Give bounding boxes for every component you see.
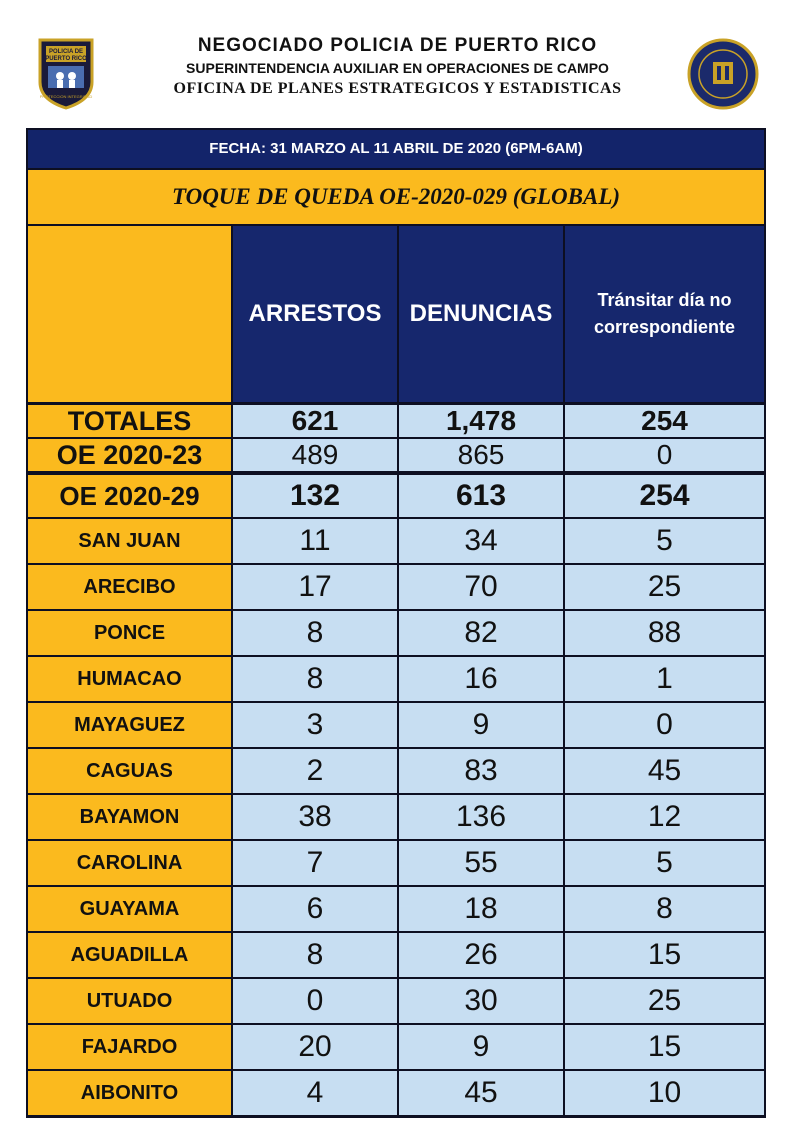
summary-row-value: 254 (565, 475, 764, 517)
summary-row-value: 132 (233, 475, 397, 517)
region-row-label: CAGUAS (28, 749, 231, 793)
region-row-label: BAYAMON (28, 795, 231, 839)
region-row-label: CAROLINA (28, 841, 231, 885)
column-header-arrestos: ARRESTOS (233, 226, 397, 402)
region-row-value: 25 (565, 979, 764, 1023)
summary-row-value: 613 (399, 475, 563, 517)
region-row-value: 38 (233, 795, 397, 839)
region-row-value: 34 (399, 519, 563, 563)
region-row-value: 88 (565, 611, 764, 655)
region-row-value: 12 (565, 795, 764, 839)
region-row-value: 9 (399, 1025, 563, 1069)
region-row-value: 9 (399, 703, 563, 747)
summary-row-label: OE 2020-23 (28, 439, 231, 471)
svg-text:PUERTO RICO: PUERTO RICO (45, 56, 87, 62)
region-row-label: SAN JUAN (28, 519, 231, 563)
region-row-value: 8 (233, 933, 397, 977)
region-row-label: AGUADILLA (28, 933, 231, 977)
region-row-value: 7 (233, 841, 397, 885)
curfew-title-bar: TOQUE DE QUEDA OE-2020-029 (GLOBAL) (28, 170, 764, 224)
header-titles: NEGOCIADO POLICIA DE PUERTO RICO SUPERIN… (120, 34, 675, 100)
region-row-value: 8 (233, 611, 397, 655)
summary-row-value: 254 (565, 405, 764, 437)
summary-row-label: OE 2020-29 (28, 475, 231, 517)
column-header-denuncias: DENUNCIAS (399, 226, 563, 402)
region-row-value: 5 (565, 841, 764, 885)
police-badge-icon: POLICIA DE PUERTO RICO PROTECCION INTEGR… (38, 38, 94, 110)
summary-row-value: 489 (233, 439, 397, 471)
agency-name: NEGOCIADO POLICIA DE PUERTO RICO (197, 35, 598, 56)
region-row-value: 1 (565, 657, 764, 701)
region-row-value: 20 (233, 1025, 397, 1069)
region-row-label: GUAYAMA (28, 887, 231, 931)
region-row-value: 2 (233, 749, 397, 793)
svg-text:POLICIA DE: POLICIA DE (49, 49, 83, 55)
region-row-label: PONCE (28, 611, 231, 655)
report-header: POLICIA DE PUERTO RICO PROTECCION INTEGR… (0, 0, 800, 128)
header-corner-cell (28, 226, 231, 402)
region-row-value: 10 (565, 1071, 764, 1115)
summary-row-value: 1,478 (399, 405, 563, 437)
region-row-value: 70 (399, 565, 563, 609)
region-row-value: 45 (399, 1071, 563, 1115)
region-row-value: 25 (565, 565, 764, 609)
region-row-value: 82 (399, 611, 563, 655)
region-row-value: 18 (399, 887, 563, 931)
official-seal-icon (687, 38, 759, 110)
region-row-label: ARECIBO (28, 565, 231, 609)
footnote-strip (26, 1121, 766, 1129)
region-row-label: FAJARDO (28, 1025, 231, 1069)
region-row-value: 16 (399, 657, 563, 701)
region-row-value: 15 (565, 933, 764, 977)
summary-row-value: 0 (565, 439, 764, 471)
summary-row-label: TOTALES (28, 405, 231, 437)
region-row-value: 8 (233, 657, 397, 701)
region-row-label: UTUADO (28, 979, 231, 1023)
region-row-value: 0 (565, 703, 764, 747)
region-row-value: 26 (399, 933, 563, 977)
curfew-statistics-table: FECHA: 31 MARZO AL 11 ABRIL DE 2020 (6PM… (26, 128, 766, 1118)
region-row-value: 5 (565, 519, 764, 563)
region-row-value: 11 (233, 519, 397, 563)
region-row-value: 17 (233, 565, 397, 609)
summary-row-value: 865 (399, 439, 563, 471)
region-row-value: 4 (233, 1071, 397, 1115)
region-row-label: MAYAGUEZ (28, 703, 231, 747)
date-range-bar: FECHA: 31 MARZO AL 11 ABRIL DE 2020 (6PM… (28, 130, 764, 168)
region-row-value: 55 (399, 841, 563, 885)
division-name: SUPERINTENDENCIA AUXILIAR EN OPERACIONES… (186, 60, 609, 76)
region-row-value: 45 (565, 749, 764, 793)
region-row-value: 0 (233, 979, 397, 1023)
office-name: OFICINA DE PLANES ESTRATEGICOS Y ESTADIS… (173, 80, 622, 97)
region-row-value: 83 (399, 749, 563, 793)
region-row-value: 3 (233, 703, 397, 747)
region-row-label: AIBONITO (28, 1071, 231, 1115)
region-row-value: 136 (399, 795, 563, 839)
region-row-value: 6 (233, 887, 397, 931)
svg-text:PROTECCION INTEGRIDAD: PROTECCION INTEGRIDAD (40, 94, 93, 99)
region-row-value: 8 (565, 887, 764, 931)
summary-row-value: 621 (233, 405, 397, 437)
region-row-label: HUMACAO (28, 657, 231, 701)
region-row-value: 15 (565, 1025, 764, 1069)
column-header-transitar: Tránsitar día no correspondiente (565, 226, 764, 402)
region-row-value: 30 (399, 979, 563, 1023)
